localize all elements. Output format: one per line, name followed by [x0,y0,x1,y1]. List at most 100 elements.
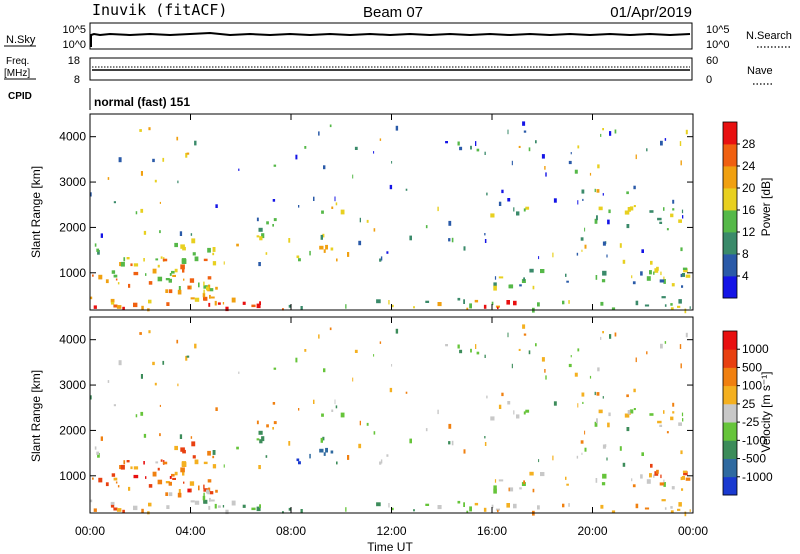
velocity-echo [148,484,153,488]
velocity-echo [323,368,326,373]
power-echo [493,285,497,291]
power-echo [501,189,504,194]
power-echo [523,130,527,133]
velocity-echo [624,413,630,418]
velocity-colorbar-segment [723,440,737,459]
power-echo [685,274,691,278]
power-echo [682,215,684,219]
power-echo [182,246,186,251]
power-echo [182,268,185,273]
velocity-echo [182,449,186,454]
velocity-echo [680,450,683,455]
power-echo [148,127,151,131]
power-colorbar-label-tick: 4 [742,269,749,283]
velocity-echo [97,453,100,458]
velocity-echo [179,434,183,439]
velocity-echo [152,361,155,366]
power-echo [528,147,531,152]
velocity-echo [508,487,510,492]
velocity-echo [629,409,634,414]
power-echo [680,160,682,166]
velocity-echo [594,391,596,396]
velocity-echo [574,372,578,377]
velocity-echo [681,476,685,480]
velocity-echo [640,474,643,479]
power-echo [358,240,362,246]
power-echo [105,279,109,284]
power-echo [93,305,97,309]
power-echo [157,276,163,282]
power-echo [595,275,598,280]
velocity-echo [90,499,93,503]
nave-tick-top: 60 [706,55,718,67]
velocity-echo [331,409,334,412]
velocity-echo [325,447,328,453]
power-echo [635,300,639,306]
velocity-colorbar-label-tick: -1000 [742,470,773,484]
power-echo [581,189,585,194]
power-echo [602,193,604,196]
velocity-echo [334,399,336,405]
velocity-echo [162,360,165,365]
power-echo [166,302,170,306]
power-colorbar-segment [723,210,737,233]
power-echo [395,125,399,131]
power-echo [98,274,103,280]
velocity-echo [203,484,205,489]
power-echo [92,274,94,277]
velocity-echo [566,483,569,486]
velocity-echo [198,485,200,491]
power-echo [653,271,655,275]
power-echo [322,233,325,238]
velocity-echo [463,449,466,454]
power-echo [238,168,240,171]
velocity-echo [389,387,393,393]
noise-strip: N.Sky 10^5 10^0 10^5 10^0 N.Search [4,22,792,51]
velocity-colorbar-label-tick: 500 [742,360,762,374]
cpid-strip: CPID normal (fast) 151 [8,88,190,110]
power-echo [508,284,510,289]
velocity-echo [296,458,300,462]
power-echo [463,299,465,304]
velocity-echo [466,510,469,514]
velocity-echo [631,478,633,482]
power-colorbar-label-tick: 16 [742,203,756,217]
power-echo [256,217,259,222]
velocity-echo [664,507,667,510]
velocity-echo [157,479,163,485]
velocity-echo [313,399,315,404]
power-echo [451,237,454,243]
velocity-echo [474,502,479,506]
power-echo [323,249,326,253]
power-echo [602,270,607,276]
velocity-echo [600,336,602,340]
power-echo [325,244,328,250]
velocity-echo [660,343,663,349]
velocity-echo [141,508,144,513]
velocity-echo [166,505,170,509]
velocity-echo [194,459,199,465]
velocity-echo [594,421,598,427]
power-echo [202,292,206,298]
power-echo [191,238,196,244]
velocity-echo [90,395,92,400]
power-echo [644,304,650,307]
velocity-echo [545,375,547,380]
power-echo [242,301,246,305]
power-echo [584,227,586,232]
velocity-echo [597,367,600,372]
power-echo [659,279,665,283]
velocity-echo [110,501,115,506]
power-echo [203,258,208,262]
velocity-echo [126,460,130,463]
power-colorbar-label-tick: 20 [742,181,756,195]
power-echo [174,242,178,248]
freq-label-line2: [MHz] [4,68,30,79]
velocity-echo [380,459,383,464]
power-echo [186,152,190,155]
velocity-echo [540,472,545,477]
power-echo [107,177,110,180]
velocity-echo [409,438,412,444]
power-echo [126,257,130,260]
velocity-echo [519,487,522,490]
